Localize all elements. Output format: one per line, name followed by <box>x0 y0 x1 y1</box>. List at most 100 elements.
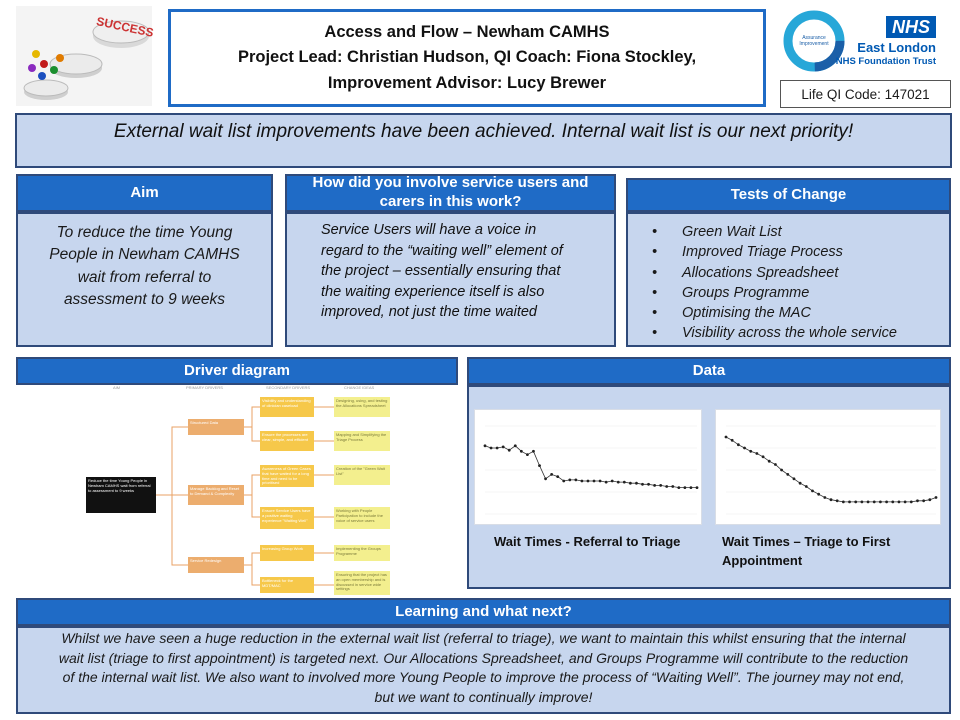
title-line-1: Access and Flow – Newham CAMHS <box>324 23 610 42</box>
qi-ring-text: Assurance Improvement <box>799 35 829 47</box>
chart2-caption-line-1: Wait Times – Triage to First <box>722 534 891 549</box>
data-point <box>774 463 777 466</box>
data-point <box>550 473 554 476</box>
data-point <box>677 486 681 489</box>
qi-logo: Assurance Improvement <box>782 10 846 72</box>
data-point <box>489 446 493 450</box>
data-point <box>866 500 870 504</box>
driver-col-aim: AIM <box>113 385 121 390</box>
data-point <box>598 479 602 483</box>
data-point <box>934 496 938 499</box>
data-point <box>568 478 572 482</box>
data-point <box>872 500 876 504</box>
data-point <box>586 479 590 483</box>
driver-diagram: AIM PRIMARY DRIVERS SECONDARY DRIVERS CH… <box>16 385 458 597</box>
data-point <box>854 500 858 504</box>
chart-triage-to-first-appointment <box>715 409 941 525</box>
data-point <box>622 480 626 484</box>
tests-item: Improved Triage Process <box>628 242 949 263</box>
tests-item: Groups Programme <box>628 283 949 304</box>
data-point <box>786 473 790 476</box>
data-point <box>891 500 895 504</box>
chart1-caption: Wait Times - Referral to Triage <box>494 534 681 549</box>
data-point <box>695 486 699 489</box>
involvement-box: Service Users will have a voice in regar… <box>285 212 616 347</box>
data-point <box>817 492 821 496</box>
driver-primary-node: Service Redesign <box>188 557 244 573</box>
data-point <box>689 486 693 489</box>
tests-heading: Tests of Change <box>626 178 951 212</box>
driver-change-node: Creation of the "Green Wait List" <box>334 465 390 485</box>
tests-item: Allocations Spreadsheet <box>628 263 949 284</box>
data-box: Wait Times - Referral to Triage Wait Tim… <box>467 385 951 589</box>
data-point <box>730 438 734 442</box>
learning-box: Whilst we have seen a huge reduction in … <box>16 626 951 714</box>
data-point <box>835 499 839 503</box>
driver-secondary-node: Increasing Group Work <box>260 545 314 561</box>
data-point <box>755 452 759 455</box>
data-point <box>922 499 926 503</box>
driver-col-primary: PRIMARY DRIVERS <box>186 385 223 390</box>
data-point <box>724 435 728 439</box>
data-point <box>647 482 650 486</box>
data-point <box>526 453 529 456</box>
series-line <box>484 445 697 488</box>
data-point <box>592 479 596 483</box>
data-point <box>641 482 644 486</box>
driver-primary-node: Structured Data <box>188 419 244 435</box>
aim-heading: Aim <box>16 174 273 212</box>
data-point <box>483 444 487 448</box>
data-point <box>580 479 584 483</box>
data-point <box>653 484 656 487</box>
data-point <box>507 448 511 452</box>
driver-secondary-node: Awareness of Green Cases that have waite… <box>260 465 314 487</box>
data-point <box>823 496 827 499</box>
tests-item: Green Wait List <box>628 222 949 243</box>
headline-text: External wait list improvements have bee… <box>113 121 854 142</box>
data-point <box>848 500 851 504</box>
trust-name-line-1: East London <box>857 40 936 55</box>
qi-ring-icon <box>783 10 845 72</box>
success-stairs-icon <box>23 20 150 100</box>
aim-box: To reduce the time Young People in Newha… <box>16 212 273 347</box>
data-point <box>616 480 620 484</box>
driver-col-secondary: SECONDARY DRIVERS <box>266 385 311 390</box>
data-point <box>767 459 771 463</box>
data-point <box>683 486 687 489</box>
driver-col-change: CHANGE IDEAS <box>344 385 375 390</box>
data-point <box>928 498 932 502</box>
involvement-heading: How did you involve service users and ca… <box>285 174 616 212</box>
data-point <box>671 485 675 488</box>
driver-heading: Driver diagram <box>16 357 458 385</box>
data-point <box>811 489 814 493</box>
data-point <box>829 498 833 502</box>
data-point <box>903 500 907 504</box>
data-point <box>519 449 523 453</box>
driver-change-node: Mapping and Simplifying the Triage Proce… <box>334 431 390 451</box>
data-point <box>916 499 919 503</box>
data-point <box>736 443 740 447</box>
data-point <box>792 477 796 481</box>
data-point <box>665 485 669 488</box>
aim-text: To reduce the time Young People in Newha… <box>49 224 240 309</box>
tests-list: Green Wait List Improved Triage Process … <box>628 214 949 344</box>
data-point <box>513 444 517 448</box>
driver-secondary-node: Ensure the processes are clear, simple, … <box>260 431 314 451</box>
driver-secondary-node: Ensure Service Users have a positive wai… <box>260 507 314 529</box>
driver-aim-node: Reduce the time Young People in Newham C… <box>86 477 156 513</box>
learning-heading: Learning and what next? <box>16 598 951 626</box>
data-point <box>749 449 753 453</box>
driver-change-node: Working with People Participation to inc… <box>334 507 390 529</box>
data-point <box>885 500 888 504</box>
data-point <box>635 481 638 485</box>
data-point <box>574 478 578 482</box>
data-point <box>610 479 614 483</box>
data-point <box>879 500 882 504</box>
data-point <box>556 475 560 478</box>
chart-referral-to-triage <box>474 409 702 525</box>
nhs-badge: NHS <box>886 16 936 38</box>
driver-change-node: Implementing the Groups Programme <box>334 545 390 561</box>
data-point <box>841 500 845 504</box>
driver-secondary-node: Visibility and understanding of clinicia… <box>260 397 314 417</box>
data-point <box>780 468 783 472</box>
